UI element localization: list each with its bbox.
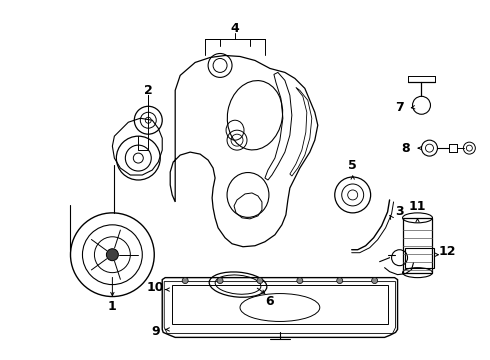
Text: 11: 11 [409, 201, 426, 213]
Bar [403, 218, 433, 273]
Text: 12: 12 [439, 245, 456, 258]
Bar [405, 248, 435, 268]
Text: 5: 5 [348, 158, 357, 172]
Text: 9: 9 [151, 325, 160, 338]
Circle shape [217, 278, 223, 284]
Circle shape [106, 249, 119, 261]
Text: 1: 1 [108, 300, 117, 313]
Text: 8: 8 [401, 141, 410, 155]
Circle shape [182, 278, 188, 284]
Text: 10: 10 [147, 281, 164, 294]
Text: 2: 2 [144, 84, 153, 97]
Text: 7: 7 [395, 101, 404, 114]
Text: 6: 6 [266, 295, 274, 308]
Text: 4: 4 [231, 22, 240, 35]
Circle shape [337, 278, 343, 284]
Text: 3: 3 [395, 205, 404, 219]
Circle shape [371, 278, 378, 284]
Circle shape [257, 278, 263, 284]
Circle shape [297, 278, 303, 284]
